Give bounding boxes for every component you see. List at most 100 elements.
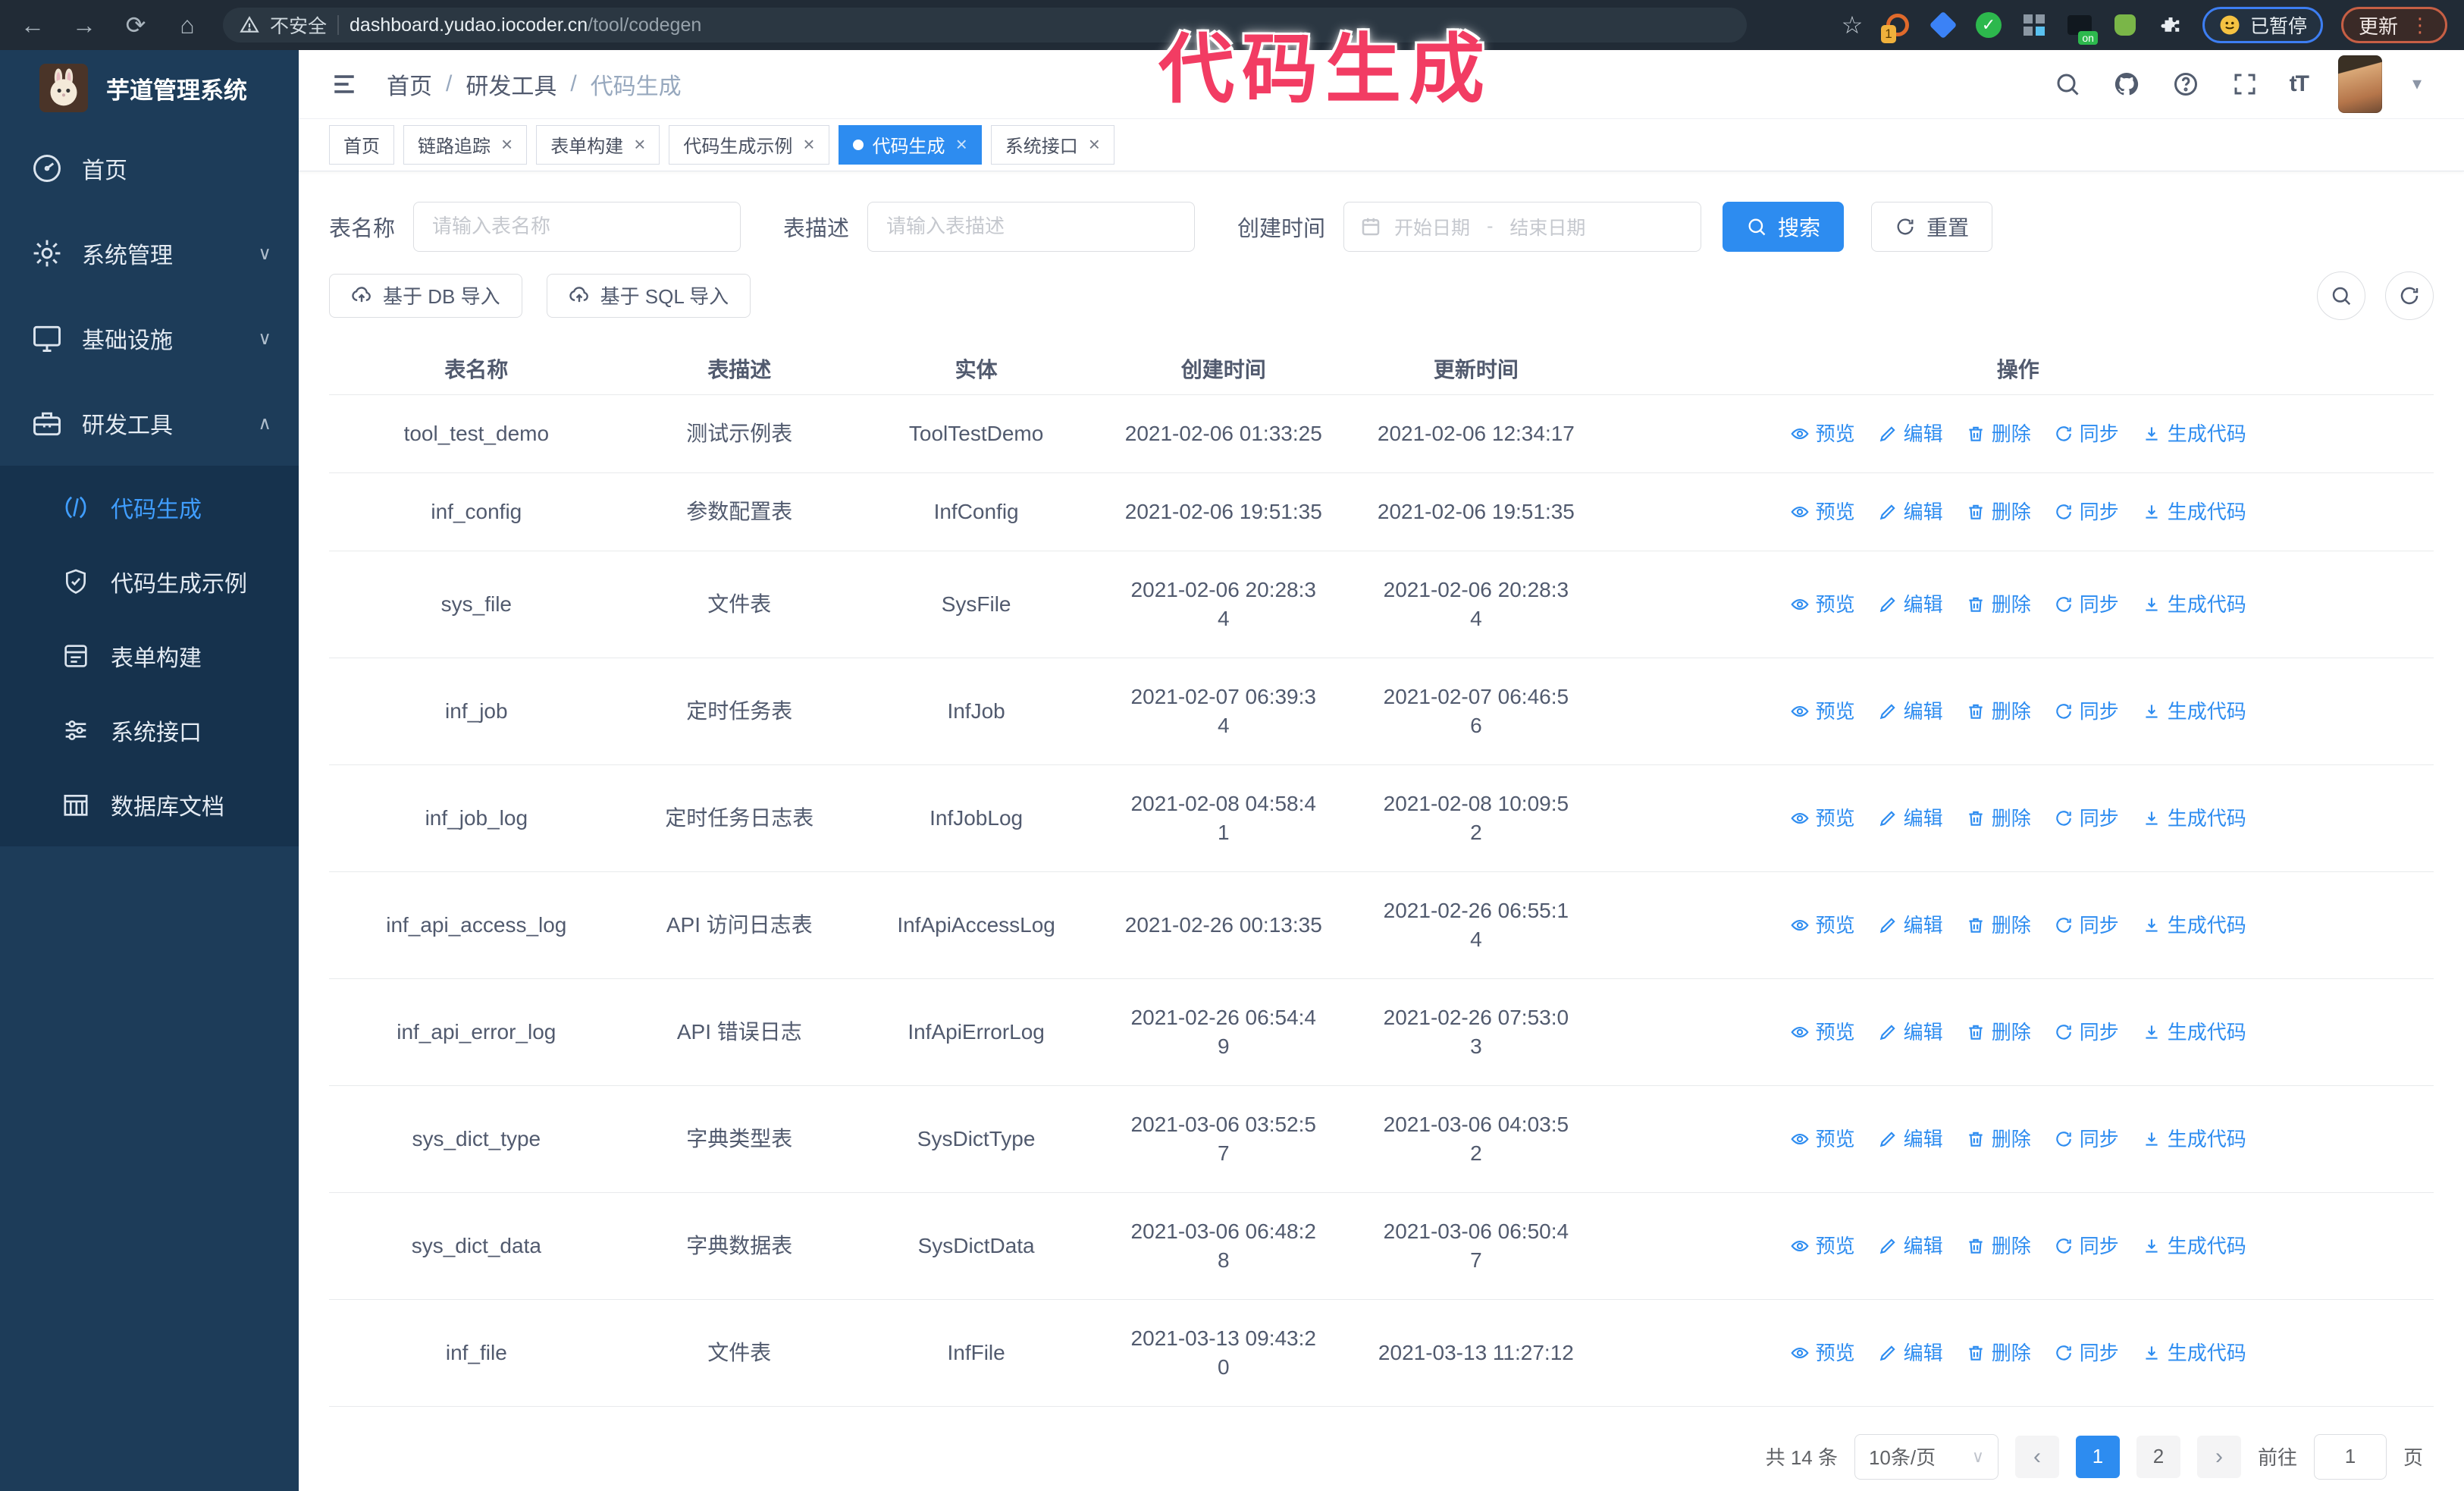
sync-link[interactable]: 同步	[2054, 804, 2119, 833]
edit-link[interactable]: 编辑	[1878, 1339, 1943, 1367]
edit-link[interactable]: 编辑	[1878, 804, 1943, 833]
sync-link[interactable]: 同步	[2054, 911, 2119, 940]
delete-link[interactable]: 删除	[1966, 804, 2031, 833]
breadcrumb-item[interactable]: 研发工具	[466, 74, 557, 99]
delete-link[interactable]: 删除	[1966, 1125, 2031, 1154]
app-logo[interactable]: 芋道管理系统	[0, 50, 299, 126]
prev-page-button[interactable]: ‹	[2014, 1435, 2059, 1478]
preview-link[interactable]: 预览	[1790, 911, 1855, 940]
extensions-puzzle-icon[interactable]	[2157, 11, 2184, 39]
extension-adblock-icon[interactable]: ✓	[1975, 11, 2002, 39]
toggle-search-button[interactable]	[2317, 271, 2365, 320]
extension-grid-icon[interactable]	[2020, 11, 2048, 39]
generate-code-link[interactable]: 生成代码	[2142, 1339, 2246, 1367]
refresh-button[interactable]	[2385, 271, 2434, 320]
extension-orange-icon[interactable]: 1	[1880, 11, 1911, 43]
profile-paused-badge[interactable]: 已暂停	[2202, 7, 2323, 43]
edit-link[interactable]: 编辑	[1878, 590, 1943, 619]
browser-update-button[interactable]: 更新 ⋮	[2340, 7, 2447, 43]
back-icon[interactable]: ←	[20, 11, 45, 39]
address-bar[interactable]: 不安全 dashboard.yudao.iocoder.cn/tool/code…	[223, 8, 1747, 42]
fullscreen-icon[interactable]	[2230, 70, 2259, 99]
close-icon[interactable]: ×	[1088, 133, 1100, 156]
sync-link[interactable]: 同步	[2054, 419, 2119, 448]
generate-code-link[interactable]: 生成代码	[2142, 697, 2246, 726]
close-icon[interactable]: ×	[955, 133, 967, 156]
hamburger-icon[interactable]	[329, 71, 359, 97]
delete-link[interactable]: 删除	[1966, 697, 2031, 726]
sidebar-subitem-form[interactable]: 表单构建	[0, 619, 299, 693]
extension-gem-icon[interactable]	[1929, 11, 1958, 39]
tab-代码生成示例[interactable]: 代码生成示例 ×	[669, 124, 829, 165]
sidebar-subitem-shield[interactable]: 代码生成示例	[0, 545, 299, 619]
close-icon[interactable]: ×	[803, 133, 815, 156]
tab-系统接口[interactable]: 系统接口 ×	[990, 124, 1114, 165]
edit-link[interactable]: 编辑	[1878, 1232, 1943, 1260]
preview-link[interactable]: 预览	[1790, 1232, 1855, 1260]
preview-link[interactable]: 预览	[1790, 590, 1855, 619]
font-size-icon[interactable]: tT	[2289, 71, 2309, 96]
sidebar-subitem-code[interactable]: 代码生成	[0, 470, 299, 545]
delete-link[interactable]: 删除	[1966, 911, 2031, 940]
sidebar-item-dashboard[interactable]: 首页	[0, 126, 299, 211]
edit-link[interactable]: 编辑	[1878, 419, 1943, 448]
generate-code-link[interactable]: 生成代码	[2142, 1018, 2246, 1047]
generate-code-link[interactable]: 生成代码	[2142, 419, 2246, 448]
page-size-select[interactable]: 10条/页 ∨	[1854, 1433, 1998, 1480]
help-icon[interactable]	[2171, 70, 2200, 99]
reset-button[interactable]: 重置	[1871, 201, 1993, 252]
reload-icon[interactable]: ⟳	[125, 11, 146, 39]
delete-link[interactable]: 删除	[1966, 590, 2031, 619]
goto-page-input[interactable]	[2313, 1433, 2387, 1480]
extension-robot-icon[interactable]	[2111, 11, 2139, 39]
tab-表单构建[interactable]: 表单构建 ×	[536, 124, 660, 165]
sync-link[interactable]: 同步	[2054, 498, 2119, 526]
sidebar-subitem-sliders[interactable]: 系统接口	[0, 693, 299, 767]
sync-link[interactable]: 同步	[2054, 1339, 2119, 1367]
edit-link[interactable]: 编辑	[1878, 498, 1943, 526]
delete-link[interactable]: 删除	[1966, 1232, 2031, 1260]
generate-code-link[interactable]: 生成代码	[2142, 498, 2246, 526]
home-icon[interactable]: ⌂	[180, 11, 195, 39]
import-db-button[interactable]: 基于 DB 导入	[329, 273, 522, 318]
page-button-1[interactable]: 1	[2075, 1435, 2120, 1478]
generate-code-link[interactable]: 生成代码	[2142, 590, 2246, 619]
close-icon[interactable]: ×	[501, 133, 513, 156]
generate-code-link[interactable]: 生成代码	[2142, 1232, 2246, 1260]
next-page-button[interactable]: ›	[2196, 1435, 2241, 1478]
breadcrumb-item[interactable]: 首页	[387, 74, 432, 99]
generate-code-link[interactable]: 生成代码	[2142, 804, 2246, 833]
edit-link[interactable]: 编辑	[1878, 911, 1943, 940]
preview-link[interactable]: 预览	[1790, 697, 1855, 726]
generate-code-link[interactable]: 生成代码	[2142, 911, 2246, 940]
url-text[interactable]: dashboard.yudao.iocoder.cn/tool/codegen	[350, 14, 702, 36]
sidebar-item-monitor[interactable]: 基础设施 ∨	[0, 296, 299, 381]
security-label[interactable]: 不安全	[270, 16, 328, 37]
sync-link[interactable]: 同步	[2054, 590, 2119, 619]
preview-link[interactable]: 预览	[1790, 419, 1855, 448]
generate-code-link[interactable]: 生成代码	[2142, 1125, 2246, 1154]
github-icon[interactable]	[2112, 70, 2141, 99]
sync-link[interactable]: 同步	[2054, 1125, 2119, 1154]
sidebar-item-gear[interactable]: 系统管理 ∨	[0, 211, 299, 296]
edit-link[interactable]: 编辑	[1878, 697, 1943, 726]
edit-link[interactable]: 编辑	[1878, 1018, 1943, 1047]
table-desc-input[interactable]	[867, 201, 1196, 252]
sync-link[interactable]: 同步	[2054, 1232, 2119, 1260]
edit-link[interactable]: 编辑	[1878, 1125, 1943, 1154]
preview-link[interactable]: 预览	[1790, 1125, 1855, 1154]
date-range-picker[interactable]: 开始日期 - 结束日期	[1343, 201, 1702, 252]
bookmark-star-icon[interactable]: ☆	[1841, 11, 1864, 39]
preview-link[interactable]: 预览	[1790, 1339, 1855, 1367]
preview-link[interactable]: 预览	[1790, 498, 1855, 526]
search-button[interactable]: 搜索	[1723, 201, 1845, 252]
tab-代码生成[interactable]: 代码生成 ×	[838, 124, 982, 165]
sidebar-item-toolbox[interactable]: 研发工具 ∧	[0, 381, 299, 466]
import-sql-button[interactable]: 基于 SQL 导入	[546, 273, 751, 318]
table-name-input[interactable]	[413, 201, 741, 252]
preview-link[interactable]: 预览	[1790, 1018, 1855, 1047]
tab-首页[interactable]: 首页	[329, 124, 394, 165]
delete-link[interactable]: 删除	[1966, 419, 2031, 448]
search-icon[interactable]	[2053, 70, 2082, 99]
delete-link[interactable]: 删除	[1966, 1018, 2031, 1047]
